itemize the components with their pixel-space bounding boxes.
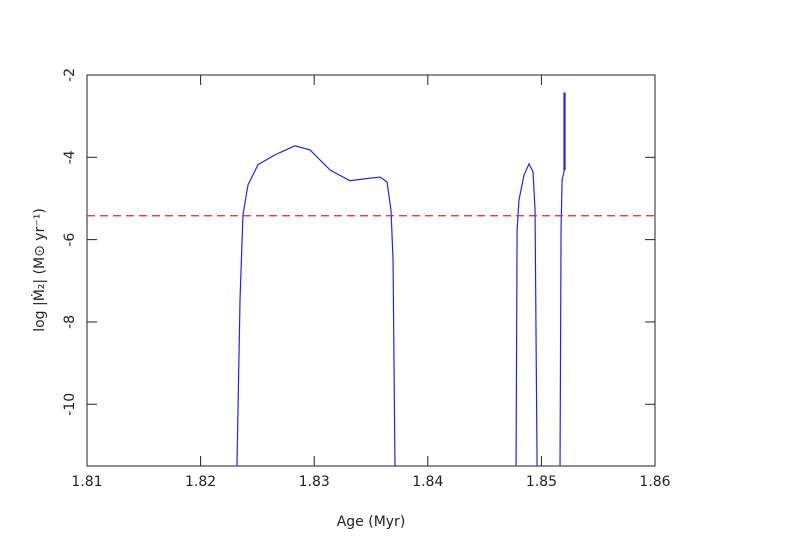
x-tick-label: 1.86 (639, 474, 670, 490)
y-tick-label: -8 (62, 315, 78, 329)
y-axis-label: log |Ṁ₂| (M⊙ yr⁻¹) (30, 208, 48, 332)
x-tick-label: 1.84 (412, 474, 443, 490)
y-tick-label: -2 (62, 68, 78, 82)
x-axis-label: Age (Myr) (337, 514, 406, 530)
x-tick-label: 1.83 (299, 474, 330, 490)
data-line (236, 92, 566, 467)
x-tick-label: 1.85 (526, 474, 557, 490)
y-tick-label: -6 (62, 233, 78, 247)
x-tick-label: 1.82 (185, 474, 216, 490)
y-tick-label: -10 (62, 393, 78, 416)
plot-frame (86, 74, 656, 467)
y-tick-label: -4 (62, 150, 78, 164)
x-tick-label: 1.81 (71, 474, 102, 490)
